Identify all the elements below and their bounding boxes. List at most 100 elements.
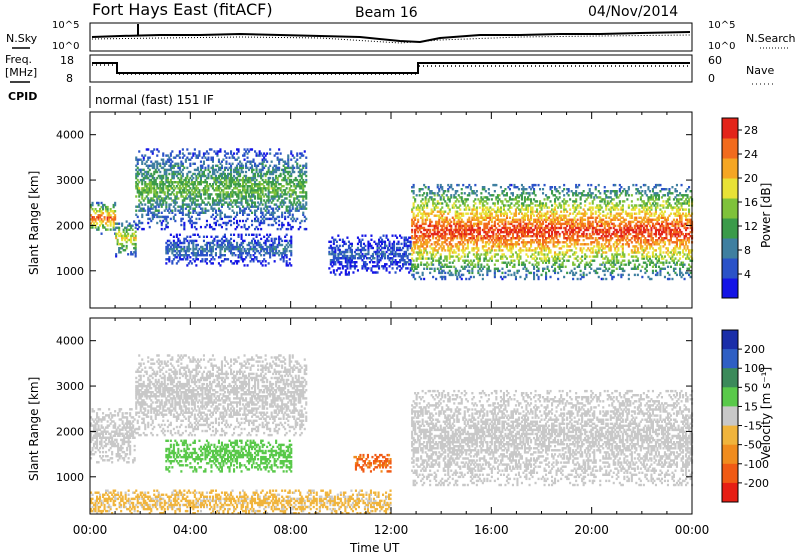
- data-cell: [347, 257, 350, 260]
- data-cell: [465, 212, 468, 215]
- data-cell: [239, 189, 242, 192]
- data-cell: [495, 196, 498, 199]
- data-cell: [220, 241, 223, 245]
- data-cell: [484, 224, 487, 228]
- data-cell: [552, 239, 555, 242]
- data-cell: [157, 197, 160, 200]
- data-cell: [522, 263, 525, 266]
- data-cell: [329, 261, 332, 264]
- data-cell: [511, 255, 514, 258]
- data-cell: [257, 154, 260, 157]
- data-cell: [275, 166, 278, 170]
- data-cell: [202, 181, 205, 184]
- data-cell: [359, 244, 362, 248]
- data-cell: [189, 199, 192, 202]
- data-cell: [493, 269, 496, 273]
- data-cell: [508, 206, 511, 209]
- data-cell: [447, 247, 450, 250]
- data-cell: [542, 243, 545, 246]
- data-cell: [245, 176, 248, 180]
- data-cell: [190, 203, 193, 206]
- data-cell: [511, 232, 514, 236]
- data-cell: [190, 181, 193, 184]
- data-cell: [275, 168, 278, 172]
- data-cell: [187, 254, 190, 257]
- data-cell: [148, 209, 151, 212]
- data-cell: [539, 226, 542, 230]
- data-cell: [424, 186, 427, 189]
- data-cell: [257, 239, 260, 243]
- data-cell: [417, 206, 420, 209]
- data-cell: [493, 239, 496, 242]
- data-cell: [263, 247, 266, 251]
- data-cell: [514, 245, 517, 248]
- data-cell: [527, 241, 530, 244]
- data-cell: [243, 209, 246, 212]
- data-cell: [254, 183, 257, 186]
- data-cell: [192, 187, 195, 190]
- data-cell: [251, 170, 254, 174]
- data-cell: [228, 201, 231, 204]
- data-cell: [254, 256, 257, 259]
- data-cell: [272, 197, 275, 200]
- data-cell: [417, 257, 420, 260]
- data-cell: [255, 152, 258, 155]
- data-cell: [438, 188, 441, 191]
- data-cell: [249, 181, 252, 184]
- data-cell: [172, 215, 175, 219]
- data-cell: [450, 255, 453, 258]
- data-cell: [219, 217, 222, 221]
- data-cell: [251, 219, 254, 223]
- data-cell: [169, 162, 172, 165]
- data-cell: [239, 219, 242, 223]
- data-cell: [285, 247, 288, 251]
- data-cell: [243, 189, 246, 192]
- data-cell: [480, 192, 483, 195]
- data-cell: [178, 239, 181, 243]
- data-cell: [168, 189, 171, 192]
- data-cell: [248, 176, 251, 180]
- data-cell: [457, 218, 460, 221]
- data-cell: [211, 183, 214, 186]
- data-cell: [475, 224, 478, 228]
- data-cell: [545, 230, 548, 234]
- data-cell: [184, 237, 187, 241]
- data-cell: [270, 172, 273, 176]
- data-cell: [184, 258, 187, 261]
- data-cell: [257, 183, 260, 186]
- data-cell: [254, 209, 257, 212]
- data-cell: [522, 190, 525, 193]
- data-cell: [125, 234, 128, 238]
- data-cell: [115, 232, 118, 236]
- data-cell: [159, 215, 162, 219]
- data-cell: [412, 259, 415, 262]
- data-cell: [299, 207, 302, 210]
- data-cell: [246, 243, 249, 247]
- data-cell: [118, 226, 121, 229]
- data-cell: [466, 186, 469, 189]
- data-cell: [282, 164, 285, 167]
- data-cell: [362, 242, 365, 246]
- data-cell: [208, 241, 211, 245]
- data-cell: [199, 225, 202, 229]
- data-cell: [427, 224, 430, 228]
- data-cell: [481, 273, 484, 277]
- data-cell: [187, 249, 190, 253]
- data-cell: [439, 224, 442, 228]
- data-cell: [168, 205, 171, 208]
- data-cell: [496, 208, 499, 211]
- data-cell: [546, 255, 549, 258]
- data-cell: [498, 198, 501, 201]
- data-cell: [475, 239, 478, 242]
- data-cell: [412, 243, 415, 246]
- data-cell: [495, 259, 498, 262]
- data-cell: [147, 209, 150, 212]
- data-cell: [279, 237, 282, 241]
- data-cell: [305, 227, 308, 231]
- data-cell: [501, 218, 504, 221]
- data-cell: [510, 192, 513, 195]
- data-cell: [257, 172, 260, 176]
- data-cell: [219, 183, 222, 186]
- data-cell: [141, 195, 144, 198]
- data-cell: [248, 225, 251, 229]
